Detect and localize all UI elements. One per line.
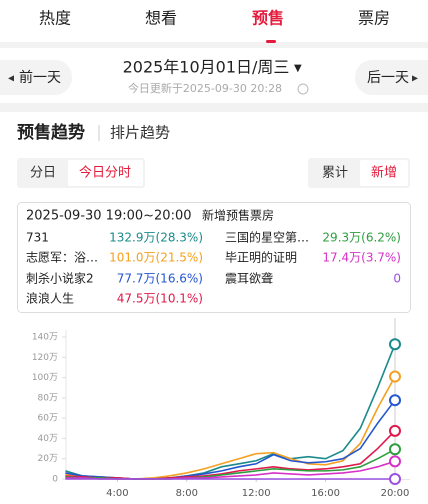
dropdown-arrow: ▼ [294,63,302,74]
x-tick-label: 12:00 [242,488,271,499]
tab[interactable]: 想看 [145,9,177,28]
y-tick-label: 60万 [38,414,58,424]
end-marker [389,394,401,407]
tooltip-name: 毕正明的证明 [225,250,297,265]
prev-label[interactable]: 前一天 [19,69,61,86]
series-line [65,430,396,480]
tab[interactable]: 热度 [39,9,71,28]
tooltip-value: 101.0万(21.5%) [109,251,203,265]
x-tick-label: 8:00 [176,488,198,499]
y-tick-label: 120万 [32,353,58,363]
next-button[interactable] [355,60,428,95]
end-marker [389,424,401,437]
y-tick-label: 20万 [38,454,58,464]
tooltip [17,202,411,313]
section-tab-active[interactable]: 预售趋势 [17,122,85,143]
end-marker [389,370,401,383]
end-marker [389,473,401,485]
series-line [65,448,396,480]
y-tick-label: 40万 [38,434,58,444]
tooltip-value: 132.9万(28.3%) [109,231,203,245]
tab-active[interactable]: 预售 [252,9,284,28]
current-date[interactable]: 2025年10月01日/周三 [123,58,290,77]
y-tick-label: 80万 [38,393,58,403]
segment-active-label[interactable]: 新增 [371,165,397,181]
tooltip-value: 17.4万(3.7%) [322,251,401,265]
info-icon[interactable] [297,83,309,95]
tooltip-name: 三国的星空第… [225,230,309,245]
divider [0,103,428,112]
x-tick-label: 4:00 [106,488,128,499]
end-marker [389,338,401,351]
tooltip-value: 77.7万(16.6%) [117,272,203,286]
tooltip-time: 2025-09-30 19:00~20:00 [26,209,192,224]
tooltip-metric: 新增预售票房 [202,208,274,223]
segment[interactable]: 分日 [30,166,56,181]
segment-active [68,160,143,186]
y-tick-label: 0 [52,475,58,485]
tooltip-value: 47.5万(10.1%) [117,292,203,306]
tooltip-value: 29.3万(6.2%) [322,231,401,245]
update-time: 今日更新于2025-09-30 20:28 [128,81,282,95]
y-tick-label: 100万 [32,373,58,383]
end-marker [389,443,401,456]
tab-indicator [266,40,276,43]
series-line [65,376,396,480]
section-tab[interactable]: 排片趋势 [110,124,170,142]
segment[interactable]: 累计 [322,166,348,181]
prev-button[interactable] [0,60,72,95]
segment-active [360,160,408,186]
tooltip-name: 志愿军：浴… [26,251,98,265]
tooltip-name: 震耳欲聋 [225,271,273,286]
arrow: ▸ [412,71,418,85]
tooltip-name: 浪浪人生 [26,291,74,306]
arrow: ◂ [8,71,14,85]
next-label[interactable]: 后一天 [367,70,409,86]
end-marker [389,455,401,468]
x-tick-label: 16:00 [311,488,340,499]
y-tick-label: 140万 [32,333,58,343]
divider [0,42,428,48]
tab[interactable]: 票房 [358,9,390,28]
segment-active-label[interactable]: 今日分时 [79,165,131,181]
tooltip-name: 刺杀小说家2 [26,271,94,286]
tooltip-value: 0 [393,272,401,286]
tooltip-name: 731 [26,231,49,245]
x-tick-label: 20:00 [381,488,410,499]
